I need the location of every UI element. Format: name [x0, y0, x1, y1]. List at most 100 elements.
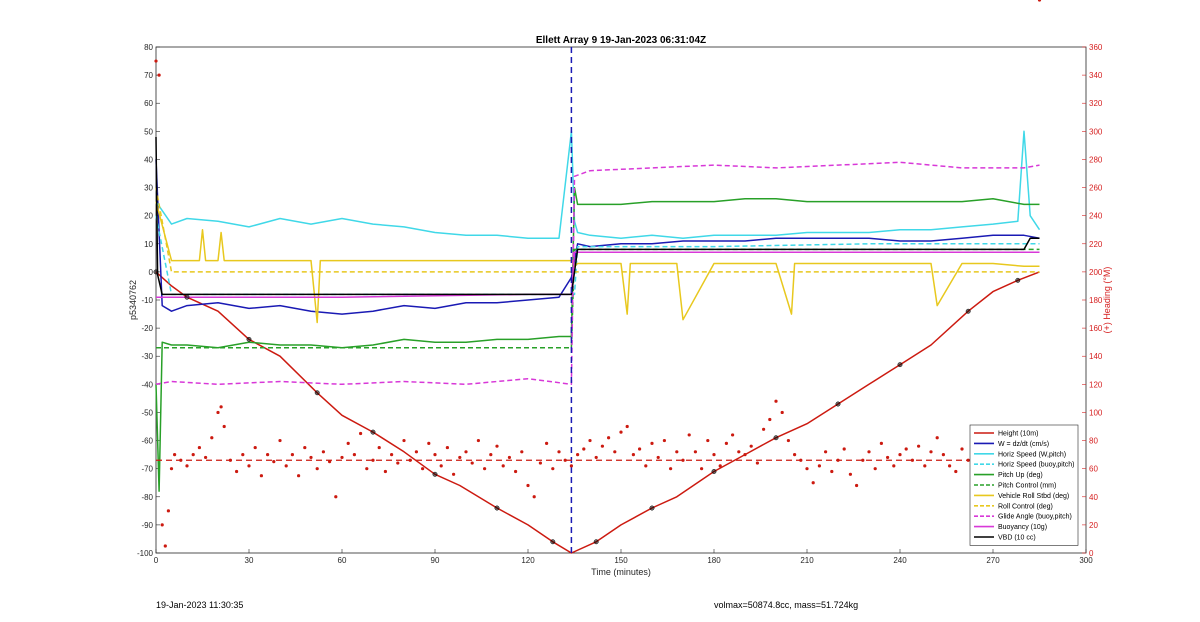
heading-point-44 — [402, 438, 406, 443]
height-marker-10 — [432, 471, 438, 477]
y-tick-label-2: -80 — [141, 493, 153, 502]
heading-point-112 — [824, 450, 828, 454]
heading-point-104 — [774, 399, 778, 403]
heading-point-130 — [935, 436, 939, 440]
heading-point-22 — [266, 453, 270, 457]
heading-point-77 — [607, 436, 611, 440]
heading-point-121 — [879, 441, 884, 445]
y-right-tick-label-13: 260 — [1089, 184, 1103, 193]
heading-point-99 — [743, 453, 747, 457]
y-right-tick-label-5: 100 — [1089, 408, 1103, 417]
heading-point-65 — [532, 495, 536, 499]
heading-point-79 — [619, 430, 623, 434]
x-tick-label-8: 240 — [893, 556, 907, 565]
heading-point-35 — [346, 441, 350, 445]
x-tick-label-6: 180 — [707, 556, 721, 565]
legend-label-9: Buoyancy (10g) — [998, 524, 1047, 531]
legend-label-1: W = dz/dt (cm/s) — [998, 441, 1049, 448]
heading-point-37 — [359, 431, 363, 436]
y-right-tick-label-10: 200 — [1089, 268, 1103, 277]
heading-point-26 — [290, 453, 294, 457]
x-tick-label-2: 60 — [338, 556, 347, 565]
height-marker-16 — [593, 539, 599, 545]
heading-point-29 — [309, 455, 313, 460]
heading-point-106 — [786, 438, 791, 443]
heading-point-135 — [966, 458, 970, 462]
heading-point-81 — [631, 453, 636, 457]
height-marker-24 — [835, 401, 841, 407]
heading-point-42 — [390, 453, 394, 457]
heading-point-131 — [941, 453, 946, 457]
x-tick-label-9: 270 — [986, 556, 1000, 565]
heading-point-83 — [644, 464, 648, 468]
heading-point-109 — [805, 467, 809, 471]
heading-point-64 — [526, 483, 530, 488]
heading-point-147 — [1037, 0, 1042, 2]
heading-point-67 — [545, 441, 549, 445]
heading-point-0 — [154, 59, 158, 63]
legend-label-3: Horiz Speed (buoy,pitch) — [998, 462, 1075, 469]
heading-point-102 — [762, 427, 766, 431]
heading-point-82 — [638, 447, 642, 451]
heading-point-8 — [185, 464, 189, 468]
series-line-8 — [155, 161, 1040, 386]
heading-point-113 — [830, 469, 834, 474]
y-axis-label: p5340762 — [128, 280, 138, 320]
heading-point-13 — [216, 410, 220, 415]
heading-point-62 — [514, 469, 518, 474]
heading-point-19 — [247, 464, 251, 468]
heading-point-34 — [340, 455, 344, 460]
height-marker-6 — [314, 390, 320, 396]
heading-point-52 — [452, 472, 456, 476]
height-marker-30 — [1015, 277, 1021, 283]
heading-point-53 — [458, 455, 462, 460]
heading-point-54 — [464, 450, 468, 454]
y-right-tick-label-3: 60 — [1089, 465, 1098, 474]
y-tick-label-14: 40 — [144, 155, 153, 164]
heading-point-111 — [817, 464, 822, 468]
height-marker-0 — [153, 269, 159, 275]
x-tick-label-7: 210 — [800, 556, 814, 565]
y-right-tick-label-14: 280 — [1089, 155, 1103, 164]
x-tick-label-4: 120 — [521, 556, 535, 565]
series-line-9 — [156, 251, 1040, 298]
y-right-tick-label-16: 320 — [1089, 99, 1103, 108]
heading-point-84 — [650, 441, 654, 445]
heading-point-107 — [793, 453, 797, 457]
heading-point-36 — [352, 453, 356, 457]
height-marker-4 — [246, 336, 252, 342]
height-marker-14 — [550, 539, 556, 545]
y-tick-label-3: -70 — [141, 465, 153, 474]
heading-point-101 — [755, 461, 760, 465]
heading-point-45 — [408, 458, 412, 462]
y-tick-label-10: 0 — [149, 268, 154, 277]
heading-point-55 — [470, 461, 474, 465]
heading-point-1 — [157, 73, 161, 77]
heading-point-124 — [898, 453, 902, 457]
heading-point-5 — [169, 467, 174, 471]
heading-point-9 — [191, 453, 195, 457]
heading-point-38 — [365, 467, 369, 471]
heading-point-126 — [910, 458, 915, 462]
heading-point-61 — [507, 455, 511, 460]
y-tick-label-0: -100 — [137, 549, 154, 558]
heading-point-98 — [737, 450, 741, 454]
y-tick-label-9: -10 — [141, 296, 153, 305]
heading-point-125 — [904, 447, 908, 451]
height-marker-12 — [494, 505, 500, 511]
heading-point-23 — [272, 460, 276, 464]
heading-point-6 — [173, 453, 177, 457]
footer-mass-info: volmax=50874.8cc, mass=51.724kg — [714, 600, 859, 610]
heading-point-56 — [476, 438, 480, 443]
legend-label-8: Glide Angle (buoy,pitch) — [998, 514, 1072, 521]
legend-label-4: Pitch Up (deg) — [998, 472, 1043, 479]
y-tick-label-13: 30 — [144, 184, 153, 193]
x-tick-label-1: 30 — [245, 556, 254, 565]
heading-point-75 — [594, 455, 598, 460]
height-marker-28 — [965, 308, 971, 314]
heading-point-74 — [588, 438, 592, 443]
heading-point-16 — [228, 458, 232, 462]
y-right-tick-label-12: 240 — [1089, 212, 1103, 221]
y-right-tick-label-2: 40 — [1089, 493, 1098, 502]
